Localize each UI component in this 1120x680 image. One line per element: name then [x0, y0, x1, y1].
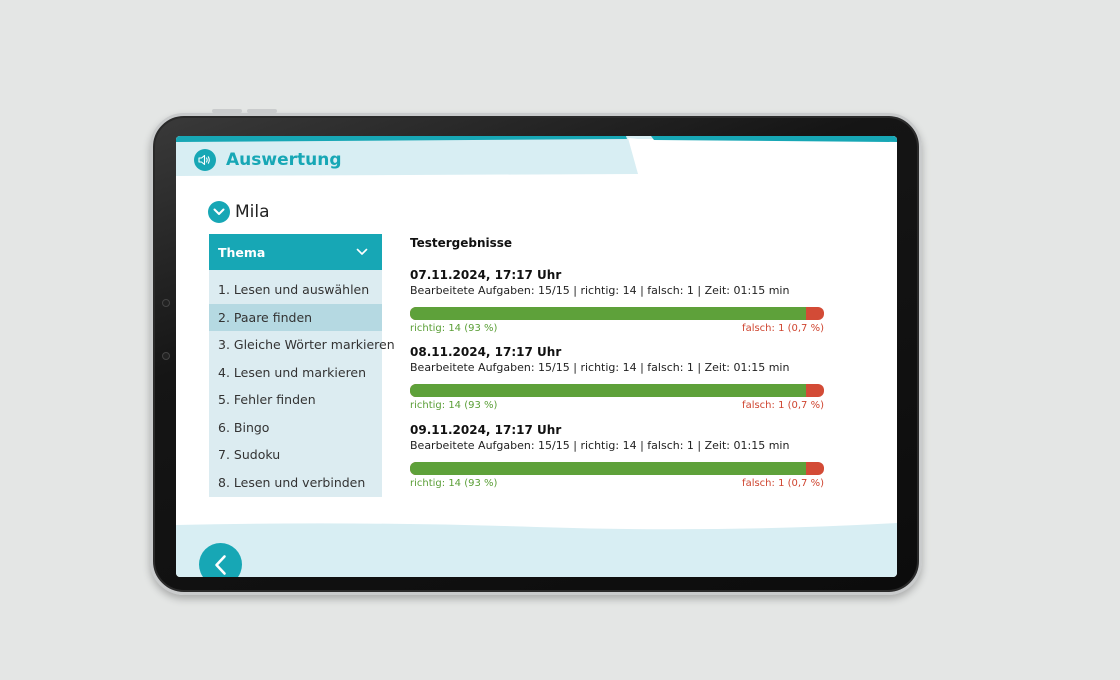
- result-bar-correct: [410, 307, 806, 320]
- topic-list: 1. Lesen und auswählen 2. Paare finden 3…: [209, 270, 395, 496]
- topic-item[interactable]: 8. Lesen und verbinden: [218, 474, 366, 490]
- result-stats: Bearbeitete Aufgaben: 15/15 | richtig: 1…: [410, 439, 790, 452]
- correct-label: richtig: 14 (93 %): [410, 478, 498, 489]
- result-bar-correct: [410, 462, 806, 475]
- result-date: 07.11.2024, 17:17 Uhr: [410, 268, 562, 282]
- results-title: Testergebnisse: [410, 236, 513, 250]
- result-bar: [410, 307, 824, 320]
- test-results-panel: Testergebnisse 07.11.2024, 17:17 Uhr Bea…: [410, 234, 826, 489]
- chevron-down-icon: [213, 208, 225, 215]
- footer-band: [176, 523, 897, 577]
- result-bar-labels: richtig: 14 (93 %) falsch: 1 (0,7 %): [410, 399, 824, 412]
- result-stats: Bearbeitete Aufgaben: 15/15 | richtig: 1…: [410, 284, 790, 297]
- wrong-label: falsch: 1 (0,7 %): [742, 478, 824, 489]
- correct-label: richtig: 14 (93 %): [410, 400, 498, 411]
- page-title: Auswertung: [226, 150, 342, 170]
- topic-sidebar: Thema 1. Lesen und auswählen 2. Paare fi…: [209, 234, 395, 497]
- topic-item[interactable]: 1. Lesen und auswählen: [218, 282, 370, 297]
- user-toggle-button[interactable]: [208, 201, 230, 223]
- volume-button: [212, 109, 242, 113]
- chevron-left-icon: [214, 554, 226, 575]
- user-name: Mila: [235, 202, 270, 222]
- header-band: [176, 136, 897, 176]
- topic-item[interactable]: 7. Sudoku: [218, 447, 281, 462]
- result-entry: 09.11.2024, 17:17 Uhr Bearbeitete Aufgab…: [410, 423, 824, 490]
- result-entry: 07.11.2024, 17:17 Uhr Bearbeitete Aufgab…: [410, 268, 824, 335]
- speaker-icon: [198, 154, 210, 166]
- topic-item-active[interactable]: 2. Paare finden: [209, 303, 382, 331]
- result-stats: Bearbeitete Aufgaben: 15/15 | richtig: 1…: [410, 361, 790, 374]
- wrong-label: falsch: 1 (0,7 %): [742, 323, 824, 334]
- camera-dot: [162, 299, 170, 307]
- camera-dot: [162, 352, 170, 360]
- result-bar: [410, 462, 824, 475]
- volume-button: [247, 109, 277, 113]
- chevron-down-icon: [356, 248, 368, 255]
- app-screen: Auswertung Mila Thema 1. Lesen und auswä…: [176, 136, 897, 577]
- result-entry: 08.11.2024, 17:17 Uhr Bearbeitete Aufgab…: [410, 345, 824, 412]
- result-bar: [410, 384, 824, 397]
- result-date: 09.11.2024, 17:17 Uhr: [410, 423, 562, 437]
- topic-item[interactable]: 3. Gleiche Wörter markieren: [218, 337, 395, 352]
- correct-label: richtig: 14 (93 %): [410, 323, 498, 334]
- topic-item[interactable]: 6. Bingo: [218, 419, 270, 435]
- topic-item[interactable]: 5. Fehler finden: [218, 392, 316, 407]
- topic-dropdown-label: Thema: [218, 244, 266, 260]
- result-bar-labels: richtig: 14 (93 %) falsch: 1 (0,7 %): [410, 322, 824, 335]
- topic-dropdown-header[interactable]: Thema: [209, 234, 382, 270]
- result-date: 08.11.2024, 17:17 Uhr: [410, 345, 562, 359]
- result-bar-labels: richtig: 14 (93 %) falsch: 1 (0,7 %): [410, 477, 824, 490]
- back-button[interactable]: [199, 543, 242, 577]
- speaker-button[interactable]: [194, 149, 216, 171]
- topic-item[interactable]: 4. Lesen und markieren: [218, 364, 367, 380]
- wrong-label: falsch: 1 (0,7 %): [742, 400, 824, 411]
- result-bar-correct: [410, 384, 806, 397]
